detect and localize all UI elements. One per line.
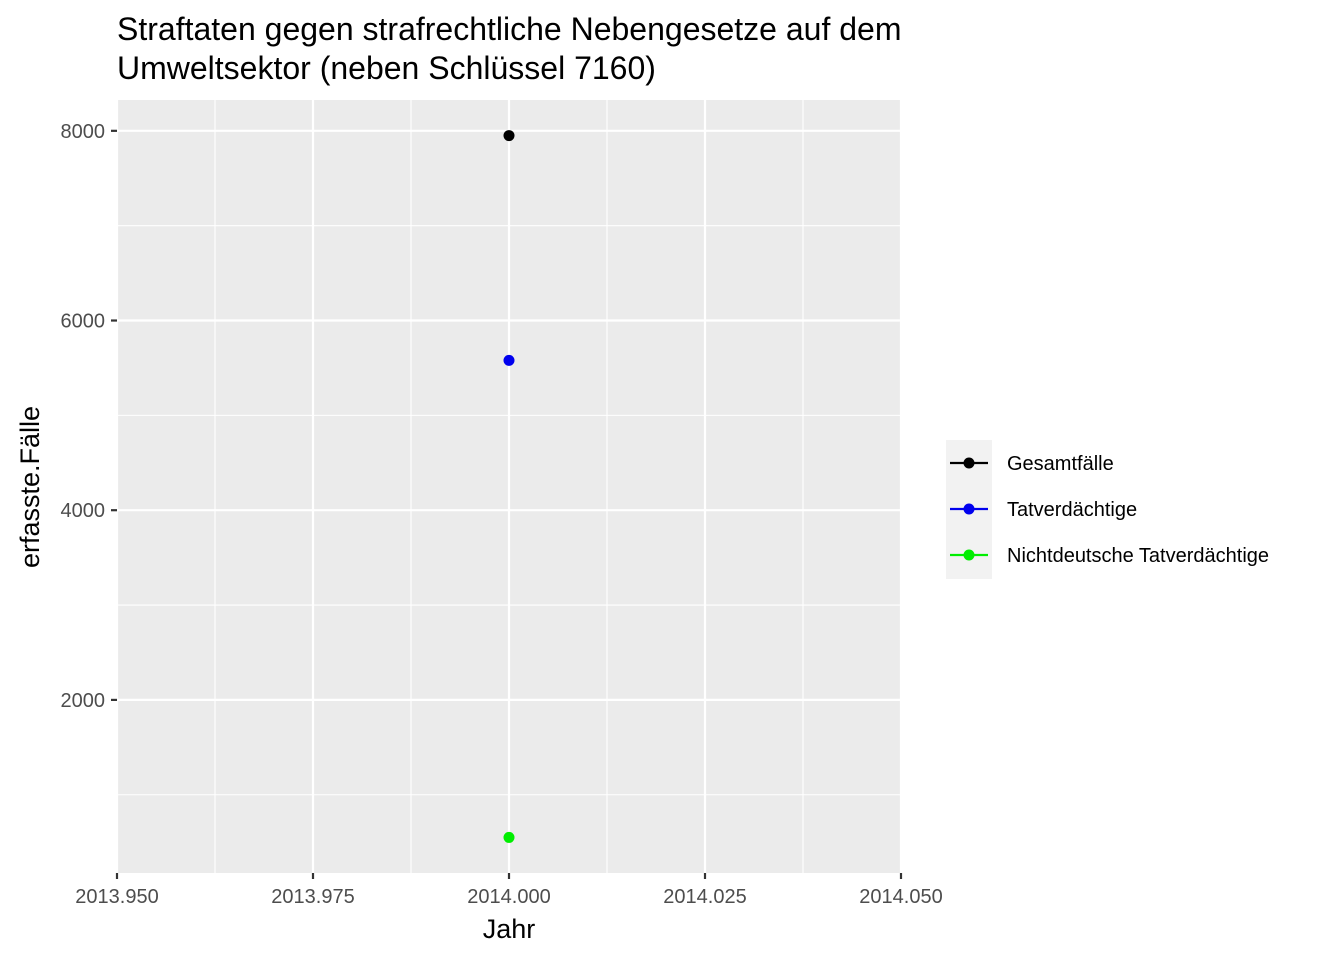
legend-key-point (963, 457, 975, 469)
legend-label: Tatverdächtige (1007, 499, 1137, 521)
y-axis-title: erfasste.Fälle (15, 406, 45, 568)
x-tick-label: 2013.950 (75, 886, 158, 908)
legend-label: Nichtdeutsche Tatverdächtige (1007, 545, 1269, 567)
chart-title-line-2: Umweltsektor (neben Schlüssel 7160) (117, 50, 656, 86)
x-tick-label: 2014.000 (467, 886, 550, 908)
y-tick-label: 6000 (61, 311, 106, 333)
chart-title-line-1: Straftaten gegen strafrechtliche Nebenge… (117, 11, 901, 47)
grid-lines (115, 100, 903, 873)
data-point (503, 130, 515, 142)
data-point (503, 831, 515, 843)
legend: Gesamtfälle Tatverdächtige Nichtdeutsche T… (946, 440, 1269, 579)
legend-key-point (963, 503, 975, 515)
y-tick-label: 8000 (61, 121, 106, 143)
y-tick-label: 4000 (61, 500, 106, 522)
x-tick-label: 2014.025 (663, 886, 746, 908)
x-axis-title: Jahr (483, 914, 536, 944)
axes: 2013.950 2013.975 2014.000 2014.025 2014.050… (61, 121, 943, 908)
x-tick-label: 2014.050 (859, 886, 942, 908)
legend-label: Gesamtfälle (1007, 453, 1114, 475)
data-point (503, 354, 515, 366)
y-tick-label: 2000 (61, 690, 106, 712)
legend-key-point (963, 549, 975, 561)
x-tick-label: 2013.975 (271, 886, 354, 908)
data-points (503, 130, 515, 843)
